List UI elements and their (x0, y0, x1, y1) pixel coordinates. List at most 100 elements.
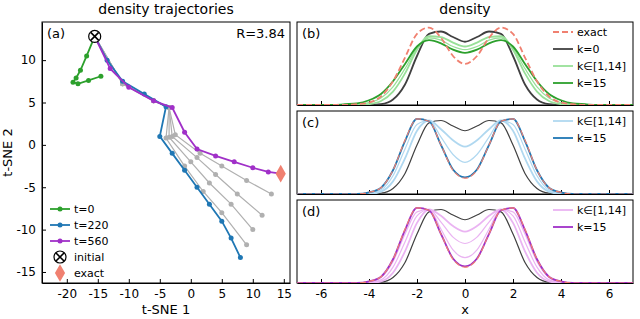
x-tick-label: -2 (412, 287, 424, 301)
x-tick: 0 (187, 279, 195, 301)
series-line (95, 36, 253, 229)
series-point (126, 85, 131, 90)
x-axis-title: x (461, 302, 469, 317)
series-line (297, 36, 633, 105)
series-point (86, 78, 91, 83)
legend-entry: k∈[1,14] (553, 115, 626, 128)
series-point (229, 202, 234, 207)
x-tick-label: 5 (218, 287, 226, 301)
series-line (73, 36, 101, 83)
annotation: R=3.84 (236, 26, 285, 41)
legend-entry: t=220 (50, 219, 109, 232)
legend: t=0t=220t=560initialexact (50, 203, 109, 282)
series-point (71, 80, 76, 85)
x-tick (417, 101, 418, 105)
y-tick: 10 (21, 53, 46, 67)
y-tick: -5 (24, 181, 46, 195)
marker-ring (54, 251, 66, 263)
x-tick-label: -5 (154, 287, 166, 301)
plot-area (297, 208, 633, 283)
series-point (250, 165, 255, 170)
series-line (297, 120, 633, 194)
x-tick: -2 (412, 279, 424, 301)
y-tick-mark (42, 60, 46, 61)
legend-label: initial (74, 251, 104, 264)
series-line (297, 208, 633, 283)
series-line (297, 209, 633, 283)
series-point (84, 53, 89, 58)
legend-entry: k=15 (553, 77, 607, 90)
x-tick-mark (513, 279, 514, 283)
x-tick-label: 0 (187, 287, 195, 301)
legend-label: k=15 (577, 221, 607, 234)
series-point (98, 74, 103, 79)
x-tick (513, 190, 514, 194)
x-tick-mark (253, 279, 254, 283)
series-line (95, 36, 262, 215)
series-point (151, 98, 156, 103)
x-tick (465, 190, 466, 194)
x-tick-mark (222, 279, 223, 283)
series-line (297, 209, 633, 283)
plot-frame (297, 200, 633, 283)
legend-label: k∈[1,14] (577, 115, 626, 128)
panel: -20-15-10-5051015-15-10-50510density tra… (0, 1, 292, 317)
legend-entry: exact (55, 264, 105, 282)
x-tick-mark (284, 279, 285, 283)
legend-entry: k∈[1,14] (553, 204, 626, 217)
figure: -20-15-10-5051015-15-10-50510density tra… (0, 0, 640, 319)
x-tick (513, 101, 514, 105)
x-tick-mark (465, 279, 466, 283)
x-axis-line (298, 283, 634, 284)
x-tick: -10 (119, 279, 139, 301)
legend-label: t=560 (74, 235, 109, 248)
y-tick: 0 (28, 138, 46, 152)
series-line (297, 119, 633, 194)
x-tick: 5 (218, 279, 226, 301)
legend-entry: initial (54, 251, 104, 264)
x-tick-label: 6 (606, 287, 614, 301)
x-tick-label: 4 (558, 287, 566, 301)
marker-cross (56, 253, 64, 261)
marker-dot (58, 239, 63, 244)
series-point (213, 172, 218, 177)
series-point (219, 219, 224, 224)
x-tick: -15 (88, 279, 108, 301)
series-line (297, 28, 633, 105)
plot-frame (297, 22, 633, 105)
y-tick-mark (42, 230, 46, 231)
x-axis-line (298, 194, 634, 195)
marker-diamond (55, 264, 65, 282)
series-point (182, 168, 187, 173)
x-tick-mark (191, 279, 192, 283)
legend-swatch (553, 48, 573, 50)
series-point (151, 98, 156, 103)
series-point (151, 98, 156, 103)
scatter-point (276, 165, 286, 183)
series-point (195, 185, 200, 190)
x-tick: 10 (246, 279, 261, 301)
series-point (250, 227, 255, 232)
panel: density(b)exactk=0k∈[1,14]k=15 (297, 1, 634, 106)
x-tick-label: -10 (119, 287, 139, 301)
x-tick-label: -20 (57, 287, 77, 301)
y-tick-mark (42, 187, 46, 188)
series-point (244, 178, 249, 183)
series-point (108, 66, 113, 71)
y-tick-mark (42, 145, 46, 146)
series-point (195, 147, 200, 152)
legend-entry: k=15 (553, 221, 607, 234)
y-tick-label: -15 (16, 265, 36, 279)
x-tick-mark (67, 279, 68, 283)
x-tick-mark (465, 190, 466, 194)
legend-label: exact (74, 267, 105, 280)
series-point (75, 81, 80, 86)
legend-swatch (553, 209, 573, 211)
plot-area (71, 30, 286, 260)
series-line (297, 120, 633, 194)
legend: exactk=0k∈[1,14]k=15 (553, 26, 626, 90)
plot-area (297, 119, 633, 194)
series-point (238, 255, 243, 260)
series-line (95, 36, 247, 244)
series-line (297, 40, 633, 105)
